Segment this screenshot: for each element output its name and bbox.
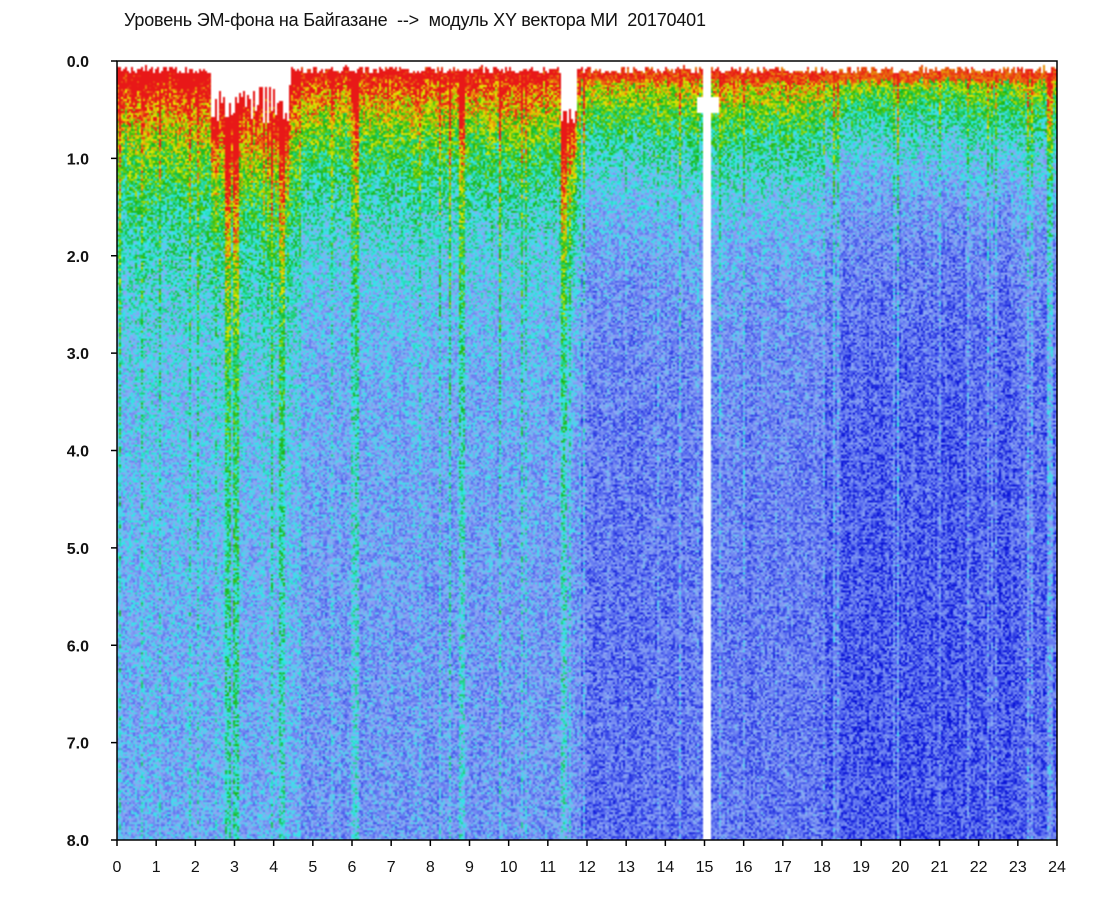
y-tick-label: 4.0: [67, 444, 89, 461]
x-tick-label: 14: [656, 859, 674, 876]
x-axis: 0 1 2 3 4 5 6 7 8 9 10 11 12 13 14 15 16 17 18 19 20 21 22 23 24: [113, 840, 1066, 876]
x-tick-label: 4: [269, 859, 278, 876]
y-tick-label: 1.0: [67, 151, 89, 168]
y-tick-label: 6.0: [67, 638, 89, 655]
x-tick-label: 24: [1048, 859, 1066, 876]
chart-title: Уровень ЭМ-фона на Байгазане --> модуль …: [124, 10, 706, 30]
x-tick-label: 3: [230, 859, 239, 876]
x-tick-label: 23: [1009, 859, 1027, 876]
y-tick-label: 5.0: [67, 541, 89, 558]
x-tick-label: 13: [617, 859, 635, 876]
x-tick-label: 21: [931, 859, 949, 876]
x-tick-label: 10: [500, 859, 518, 876]
x-tick-label: 9: [465, 859, 474, 876]
x-tick-label: 6: [348, 859, 357, 876]
x-tick-label: 7: [387, 859, 396, 876]
x-tick-label: 18: [813, 859, 831, 876]
x-tick-label: 5: [308, 859, 317, 876]
x-tick-label: 16: [735, 859, 753, 876]
x-tick-label: 20: [891, 859, 909, 876]
x-tick-label: 0: [113, 859, 122, 876]
x-tick-label: 17: [774, 859, 792, 876]
y-tick-label: 0.0: [67, 54, 89, 71]
y-axis: 0.0 1.0 2.0 3.0 4.0 5.0 6.0 7.0 8.0: [67, 54, 117, 850]
x-tick-label: 22: [970, 859, 988, 876]
plot-area: [116, 60, 1058, 841]
y-tick-label: 8.0: [67, 833, 89, 850]
x-tick-label: 19: [852, 859, 870, 876]
x-tick-label: 1: [152, 859, 161, 876]
x-tick-label: 2: [191, 859, 200, 876]
y-tick-label: 7.0: [67, 736, 89, 753]
y-tick-label: 3.0: [67, 346, 89, 363]
x-tick-label: 12: [578, 859, 596, 876]
x-tick-label: 11: [540, 859, 557, 876]
x-tick-label: 15: [696, 859, 714, 876]
x-tick-label: 8: [426, 859, 435, 876]
heatmap-image: [117, 61, 1057, 840]
y-tick-label: 2.0: [67, 249, 89, 266]
